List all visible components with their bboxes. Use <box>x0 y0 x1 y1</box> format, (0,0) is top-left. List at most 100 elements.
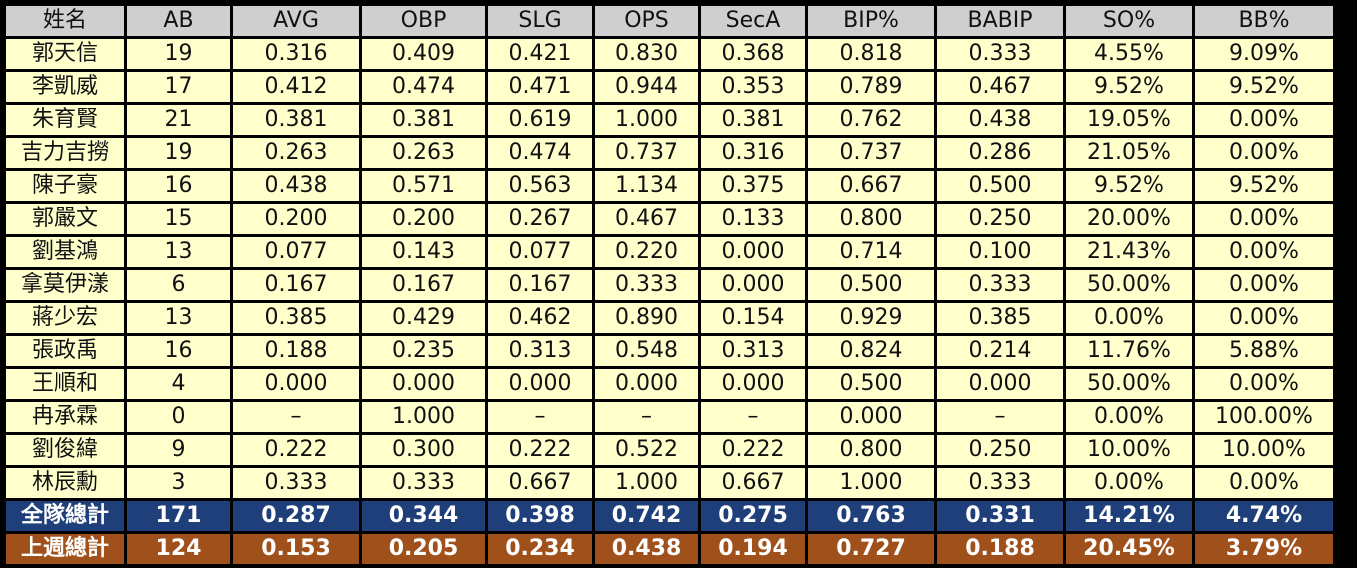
cell-babip: 0.250 <box>937 435 1063 465</box>
player-rows: 郭天信 19 0.316 0.409 0.421 0.830 0.368 0.818 0.333… <box>6 39 1333 564</box>
table-row: 蔣少宏 13 0.385 0.429 0.462 0.890 0.154 0.929 0.385… <box>6 303 1333 333</box>
cell-obp: 0.381 <box>362 105 485 135</box>
cell-bb: 0.00% <box>1195 468 1333 498</box>
cell-bb: 0.00% <box>1195 138 1333 168</box>
cell-ab: 15 <box>127 204 230 234</box>
table-row: 陳子豪 16 0.438 0.571 0.563 1.134 0.375 0.667 0.500… <box>6 171 1333 201</box>
cell-bip: 0.500 <box>808 369 934 399</box>
cell-so: 21.05% <box>1066 138 1192 168</box>
cell-so: 19.05% <box>1066 105 1192 135</box>
cell-slg: 0.619 <box>488 105 592 135</box>
cell-babip: 0.333 <box>937 39 1063 69</box>
cell-seca: 0.194 <box>701 534 805 564</box>
table-row: 李凱威 17 0.412 0.474 0.471 0.944 0.353 0.789 0.467… <box>6 72 1333 102</box>
cell-obp: 0.143 <box>362 237 485 267</box>
col-header-name: 姓名 <box>6 6 124 36</box>
cell-obp: 0.474 <box>362 72 485 102</box>
cell-slg: 0.462 <box>488 303 592 333</box>
cell-avg: 0.263 <box>233 138 359 168</box>
cell-so: 0.00% <box>1066 468 1192 498</box>
cell-ab: 19 <box>127 39 230 69</box>
table-row: 郭嚴文 15 0.200 0.200 0.267 0.467 0.133 0.800 0.250… <box>6 204 1333 234</box>
cell-ab: 13 <box>127 303 230 333</box>
cell-name: 拿莫伊漾 <box>6 270 124 300</box>
table-row: 吉力吉撈 19 0.263 0.263 0.474 0.737 0.316 0.737 0.28… <box>6 138 1333 168</box>
cell-seca: 0.275 <box>701 501 805 531</box>
cell-bb: 0.00% <box>1195 270 1333 300</box>
table-row: 劉基鴻 13 0.077 0.143 0.077 0.220 0.000 0.714 0.100… <box>6 237 1333 267</box>
cell-bb: 4.74% <box>1195 501 1333 531</box>
cell-obp: 0.300 <box>362 435 485 465</box>
cell-babip: 0.438 <box>937 105 1063 135</box>
header-row: 姓名 AB AVG OBP SLG OPS SecA BIP% BABIP SO… <box>6 6 1333 36</box>
col-header-slg: SLG <box>488 6 592 36</box>
col-header-avg: AVG <box>233 6 359 36</box>
cell-bip: 0.929 <box>808 303 934 333</box>
cell-slg: 0.398 <box>488 501 592 531</box>
cell-ab: 19 <box>127 138 230 168</box>
cell-seca: 0.353 <box>701 72 805 102</box>
cell-avg: 0.200 <box>233 204 359 234</box>
cell-slg: 0.313 <box>488 336 592 366</box>
cell-ab: 3 <box>127 468 230 498</box>
cell-ab: 17 <box>127 72 230 102</box>
cell-avg: 0.385 <box>233 303 359 333</box>
col-header-bb: BB% <box>1195 6 1333 36</box>
cell-name: 吉力吉撈 <box>6 138 124 168</box>
cell-bb: 9.09% <box>1195 39 1333 69</box>
table-row: 劉俊緯 9 0.222 0.300 0.222 0.522 0.222 0.800 0.250 1… <box>6 435 1333 465</box>
cell-babip: 0.333 <box>937 468 1063 498</box>
cell-ab: 124 <box>127 534 230 564</box>
cell-slg: 0.000 <box>488 369 592 399</box>
col-header-ab: AB <box>127 6 230 36</box>
table-row: 林辰勳 3 0.333 0.333 0.667 1.000 0.667 1.000 0.333 0… <box>6 468 1333 498</box>
table-row: 張政禹 16 0.188 0.235 0.313 0.548 0.313 0.824 0.214… <box>6 336 1333 366</box>
cell-name: 冉承霖 <box>6 402 124 432</box>
cell-bip: 0.714 <box>808 237 934 267</box>
cell-obp: 0.263 <box>362 138 485 168</box>
cell-seca: 0.316 <box>701 138 805 168</box>
last-week-total-row: 上週總計 124 0.153 0.205 0.234 0.438 0.194 0.727 0.1… <box>6 534 1333 564</box>
cell-obp: 0.167 <box>362 270 485 300</box>
table-row: 郭天信 19 0.316 0.409 0.421 0.830 0.368 0.818 0.333… <box>6 39 1333 69</box>
cell-obp: 0.344 <box>362 501 485 531</box>
col-header-so: SO% <box>1066 6 1192 36</box>
cell-bip: 0.762 <box>808 105 934 135</box>
cell-bb: 0.00% <box>1195 369 1333 399</box>
cell-obp: 0.429 <box>362 303 485 333</box>
cell-ops: 0.944 <box>595 72 698 102</box>
table-row: 冉承霖 0–1.000– – –0.000–0.00% 100.00% <box>6 402 1333 432</box>
cell-babip: 0.333 <box>937 270 1063 300</box>
cell-bb: 9.52% <box>1195 171 1333 201</box>
cell-slg: 0.167 <box>488 270 592 300</box>
cell-name: 郭天信 <box>6 39 124 69</box>
cell-seca: 0.000 <box>701 270 805 300</box>
cell-ops: – <box>595 402 698 432</box>
cell-so: 10.00% <box>1066 435 1192 465</box>
cell-bb: 5.88% <box>1195 336 1333 366</box>
cell-bb: 100.00% <box>1195 402 1333 432</box>
cell-bb: 0.00% <box>1195 303 1333 333</box>
cell-babip: 0.100 <box>937 237 1063 267</box>
cell-babip: 0.500 <box>937 171 1063 201</box>
cell-name: 全隊總計 <box>6 501 124 531</box>
cell-so: 21.43% <box>1066 237 1192 267</box>
cell-obp: 1.000 <box>362 402 485 432</box>
cell-ab: 21 <box>127 105 230 135</box>
cell-bb: 9.52% <box>1195 72 1333 102</box>
cell-avg: 0.000 <box>233 369 359 399</box>
stats-table: 姓名 AB AVG OBP SLG OPS SecA BIP% BABIP SO… <box>3 3 1336 567</box>
cell-obp: 0.409 <box>362 39 485 69</box>
cell-ops: 0.548 <box>595 336 698 366</box>
cell-seca: 0.313 <box>701 336 805 366</box>
cell-avg: 0.167 <box>233 270 359 300</box>
cell-seca: 0.375 <box>701 171 805 201</box>
col-header-babip: BABIP <box>937 6 1063 36</box>
cell-name: 蔣少宏 <box>6 303 124 333</box>
team-total-row: 全隊總計 171 0.287 0.344 0.398 0.742 0.275 0.763 0.3… <box>6 501 1333 531</box>
cell-obp: 0.205 <box>362 534 485 564</box>
cell-so: 4.55% <box>1066 39 1192 69</box>
cell-ab: 6 <box>127 270 230 300</box>
cell-name: 王順和 <box>6 369 124 399</box>
cell-babip: 0.214 <box>937 336 1063 366</box>
